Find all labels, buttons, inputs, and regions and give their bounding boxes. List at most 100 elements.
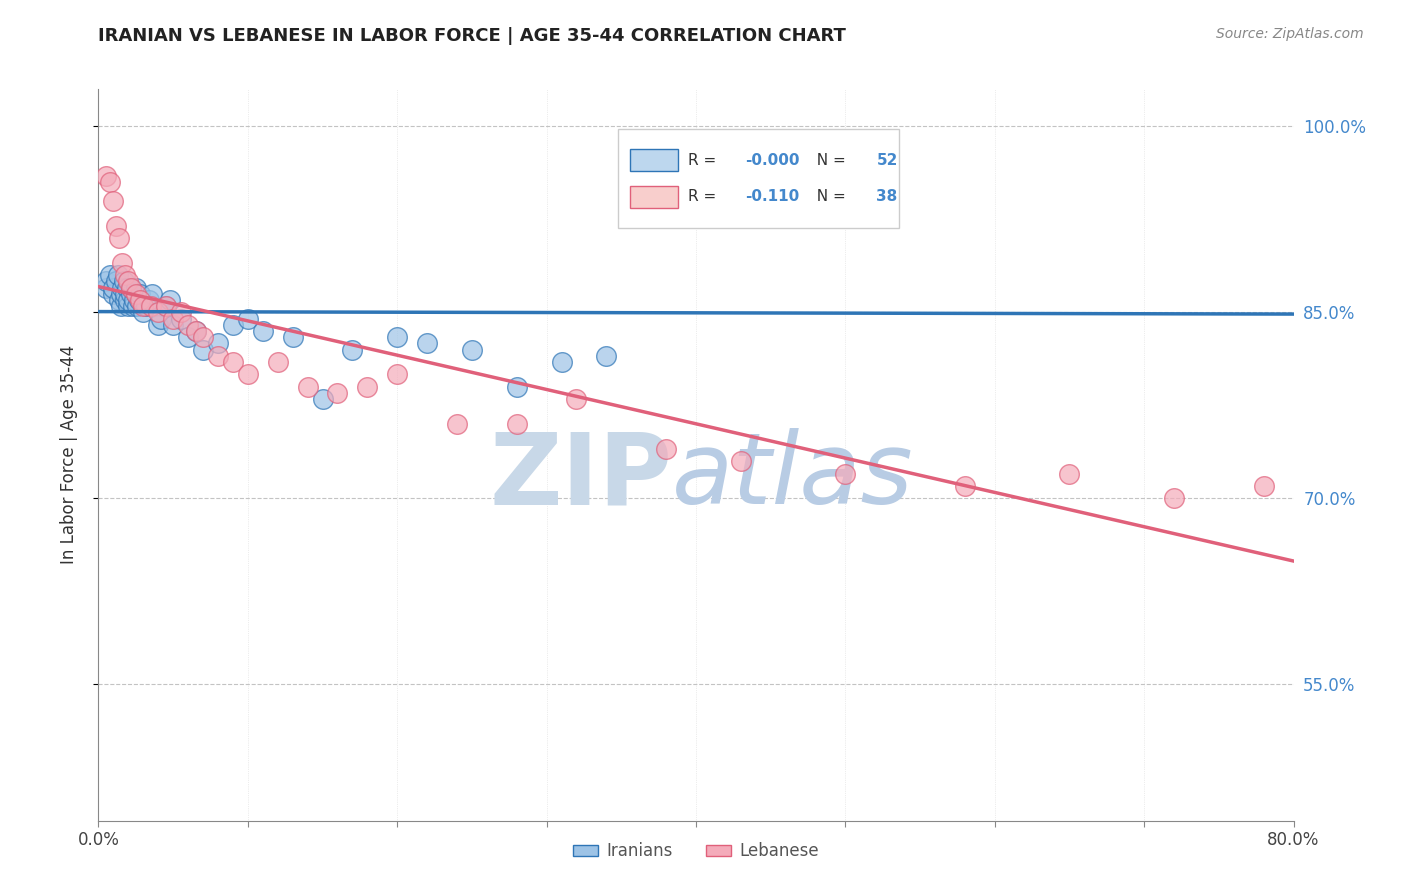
Point <box>311 392 333 406</box>
Point <box>150 311 173 326</box>
Point <box>105 219 128 233</box>
Text: N =: N = <box>807 189 851 204</box>
Point <box>115 280 138 294</box>
Text: atlas: atlas <box>672 428 914 525</box>
Point <box>100 268 122 282</box>
Point <box>565 392 588 406</box>
Point <box>111 280 134 294</box>
Point <box>117 293 139 307</box>
Point <box>342 343 364 357</box>
Point <box>177 330 200 344</box>
Point <box>132 305 155 319</box>
Point <box>184 324 207 338</box>
Point <box>108 231 131 245</box>
Point <box>236 311 259 326</box>
Point <box>148 305 170 319</box>
Point <box>155 299 177 313</box>
Point <box>120 280 142 294</box>
Point <box>953 479 976 493</box>
Point <box>111 256 134 270</box>
Text: ZIP: ZIP <box>489 428 672 525</box>
Point <box>139 299 162 313</box>
Point <box>107 268 129 282</box>
Point <box>506 417 529 431</box>
Point <box>834 467 856 481</box>
Text: Source: ZipAtlas.com: Source: ZipAtlas.com <box>1216 27 1364 41</box>
Point <box>236 368 259 382</box>
Point <box>120 286 142 301</box>
Point <box>110 286 132 301</box>
Point <box>177 318 200 332</box>
Point <box>94 169 117 183</box>
Point <box>125 280 148 294</box>
Point <box>191 343 214 357</box>
Point <box>1253 479 1275 493</box>
Point <box>112 274 135 288</box>
Point <box>155 299 177 313</box>
FancyBboxPatch shape <box>630 186 678 208</box>
Legend: Iranians, Lebanese: Iranians, Lebanese <box>567 836 825 867</box>
Text: R =: R = <box>688 189 721 204</box>
Point <box>550 355 572 369</box>
Point <box>135 299 157 313</box>
Point <box>1163 491 1185 506</box>
Point <box>356 380 378 394</box>
Point <box>267 355 290 369</box>
Point <box>132 299 155 313</box>
Point <box>124 293 146 307</box>
Point <box>416 336 439 351</box>
Y-axis label: In Labor Force | Age 35-44: In Labor Force | Age 35-44 <box>59 345 77 565</box>
Point <box>159 293 181 307</box>
Point <box>114 293 136 307</box>
Point <box>506 380 529 394</box>
Point <box>385 330 409 344</box>
Point <box>117 299 139 313</box>
Point <box>114 268 136 282</box>
Point <box>110 299 132 313</box>
Point <box>595 349 617 363</box>
Point <box>129 293 152 307</box>
Text: IRANIAN VS LEBANESE IN LABOR FORCE | AGE 35-44 CORRELATION CHART: IRANIAN VS LEBANESE IN LABOR FORCE | AGE… <box>98 27 846 45</box>
Point <box>222 318 245 332</box>
FancyBboxPatch shape <box>619 129 900 228</box>
Point <box>114 286 136 301</box>
Point <box>281 330 304 344</box>
Point <box>127 299 149 313</box>
Point <box>94 274 117 288</box>
Point <box>162 318 184 332</box>
Text: N =: N = <box>807 153 851 168</box>
Point <box>184 324 207 338</box>
Point <box>117 274 139 288</box>
Point <box>655 442 678 456</box>
Point <box>730 454 752 468</box>
Point <box>1059 467 1081 481</box>
Point <box>461 343 484 357</box>
Point <box>169 311 191 326</box>
Point <box>138 293 160 307</box>
Point <box>103 280 125 294</box>
Point <box>125 286 148 301</box>
Text: -0.110: -0.110 <box>745 189 799 204</box>
Point <box>94 280 117 294</box>
Point <box>121 299 143 313</box>
Point <box>103 194 125 208</box>
Point <box>207 349 229 363</box>
FancyBboxPatch shape <box>630 149 678 171</box>
Point <box>103 286 125 301</box>
Point <box>128 293 150 307</box>
Text: 52: 52 <box>876 153 898 168</box>
Point <box>162 311 184 326</box>
Point <box>252 324 274 338</box>
Point <box>125 286 148 301</box>
Text: 38: 38 <box>876 189 897 204</box>
Point <box>446 417 468 431</box>
Point <box>191 330 214 344</box>
Point <box>148 318 170 332</box>
Point <box>108 293 131 307</box>
Point <box>120 280 142 294</box>
Point <box>105 274 128 288</box>
Point <box>385 368 409 382</box>
Point <box>222 355 245 369</box>
Point <box>141 286 163 301</box>
Point <box>326 386 349 401</box>
